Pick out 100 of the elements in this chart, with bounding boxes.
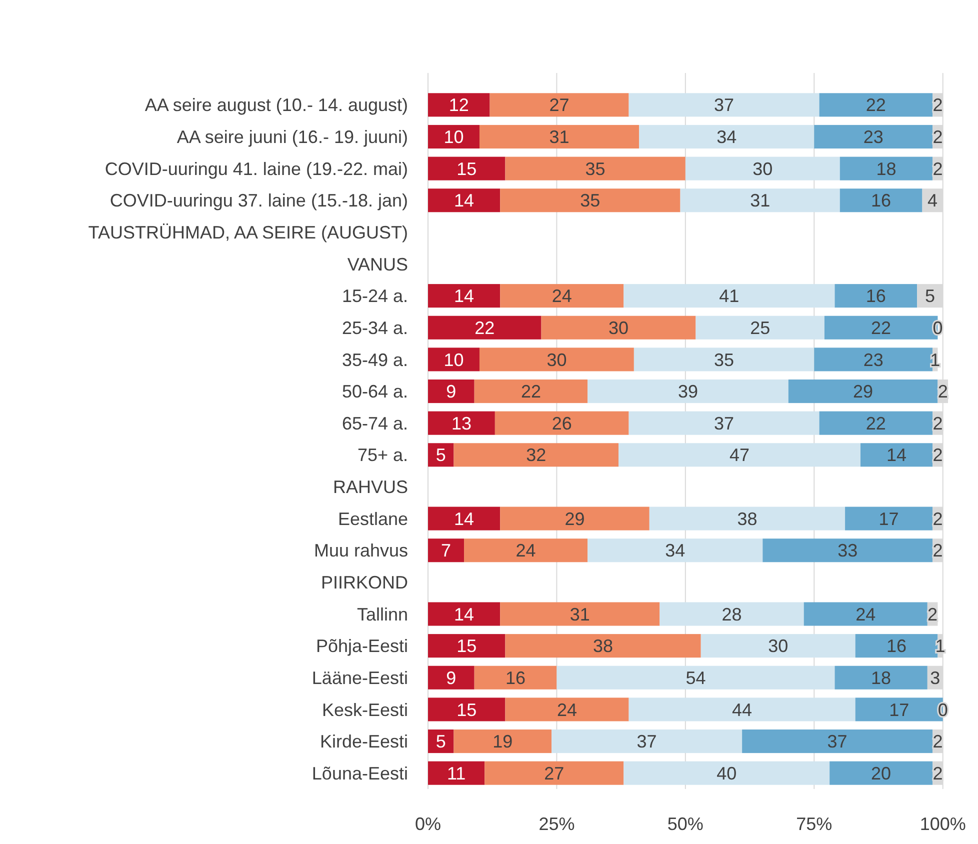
bar: [788, 380, 938, 404]
data-label: 24: [856, 604, 876, 624]
y-tick-label: 65-74 a.: [342, 413, 408, 434]
bar: [628, 411, 820, 435]
y-tick-label: Kirde-Eesti: [320, 732, 408, 752]
bar: [552, 730, 742, 754]
y-tick-label: 25-34 a.: [342, 318, 408, 338]
data-label: 38: [737, 508, 758, 529]
data-label: 37: [714, 413, 734, 434]
data-label: 16: [886, 636, 907, 656]
bar: [624, 761, 830, 785]
data-label: 9: [446, 382, 456, 402]
data-label: 12: [448, 95, 469, 116]
data-label: 16: [871, 190, 892, 211]
data-label: 30: [752, 158, 773, 179]
bar: [624, 284, 835, 308]
x-tick-label: 50%: [667, 814, 704, 834]
data-label: 2: [932, 763, 943, 784]
data-label: 24: [516, 540, 536, 561]
data-label: 17: [878, 508, 899, 529]
bar: [454, 443, 618, 467]
data-label: 37: [714, 95, 734, 116]
data-label: 0: [932, 318, 943, 338]
data-label: 34: [665, 540, 686, 561]
bar: [588, 380, 788, 404]
data-label: 30: [768, 636, 788, 656]
data-label: 2: [938, 382, 948, 402]
data-label: 32: [526, 445, 546, 466]
bar: [500, 284, 624, 308]
bar: [494, 411, 629, 435]
data-label: 22: [866, 95, 886, 116]
y-tick-label: Tallinn: [356, 604, 408, 624]
bar: [588, 538, 763, 562]
bar: [500, 506, 650, 530]
y-tick-label: Lõuna-Eesti: [312, 763, 408, 784]
bar: [505, 156, 686, 180]
y-tick-label: AA seire august (10.- 14. august): [144, 95, 408, 116]
data-label: 33: [838, 540, 858, 561]
bar: [762, 538, 933, 562]
y-tick-label: Muu rahvus: [314, 540, 408, 561]
bar: [634, 348, 814, 372]
bar: [556, 666, 835, 690]
bar: [484, 761, 624, 785]
y-tick-label: 50-64 a.: [342, 382, 408, 402]
x-tick-label: 100%: [920, 814, 966, 834]
data-label: 22: [871, 318, 892, 338]
bar: [541, 316, 696, 340]
bar: [505, 698, 629, 722]
data-label: 2: [932, 508, 943, 529]
bar: [479, 348, 634, 372]
data-label: 14: [454, 190, 474, 211]
x-tick-label: 0%: [414, 814, 442, 834]
data-label: 20: [871, 763, 892, 784]
y-tick-label: AA seire juuni (16.- 19. juuni): [176, 127, 408, 148]
data-label: 34: [716, 127, 737, 148]
data-label: 41: [719, 286, 740, 306]
data-label: 15: [456, 636, 477, 656]
data-label: 2: [932, 732, 943, 752]
data-label: 17: [889, 700, 910, 720]
data-label: 18: [871, 668, 892, 688]
y-tick-label: RAHVUS: [332, 477, 408, 498]
data-label: 5: [924, 286, 935, 306]
data-label: 18: [876, 158, 896, 179]
data-label: 14: [454, 508, 474, 529]
y-tick-label: Põhja-Eesti: [316, 636, 408, 656]
bar: [742, 730, 933, 754]
y-tick-label: Kesk-Eesti: [322, 700, 408, 720]
bar: [618, 443, 860, 467]
y-tick-label: 75+ a.: [357, 445, 408, 466]
bar: [700, 634, 856, 658]
data-label: 4: [928, 190, 938, 211]
bar: [685, 156, 840, 180]
data-label: 5: [436, 445, 446, 466]
data-label: 29: [564, 508, 585, 529]
data-label: 30: [546, 350, 567, 370]
data-label: 25: [750, 318, 770, 338]
bar: [639, 124, 814, 148]
bar: [500, 602, 660, 626]
data-label: 31: [750, 190, 770, 211]
data-label: 23: [863, 127, 884, 148]
data-label: 3: [930, 668, 940, 688]
bar: [464, 538, 588, 562]
data-label: 37: [636, 732, 657, 752]
y-tick-label: COVID-uuringu 37. laine (15.-18. jan): [110, 190, 408, 211]
bar: [628, 698, 856, 722]
data-label: 24: [552, 286, 572, 306]
data-label: 31: [549, 127, 570, 148]
data-label: 31: [570, 604, 590, 624]
data-label: 15: [456, 158, 477, 179]
data-label: 13: [451, 413, 472, 434]
bar: [804, 602, 928, 626]
y-tick-label: 15-24 a.: [342, 286, 408, 306]
data-label: 27: [544, 763, 564, 784]
bar: [490, 93, 629, 117]
bar: [505, 634, 701, 658]
data-label: 16: [506, 668, 526, 688]
y-tick-label: PIIRKOND: [320, 572, 408, 592]
data-label: 30: [608, 318, 629, 338]
data-label: 2: [932, 158, 943, 179]
data-label: 11: [446, 763, 466, 784]
